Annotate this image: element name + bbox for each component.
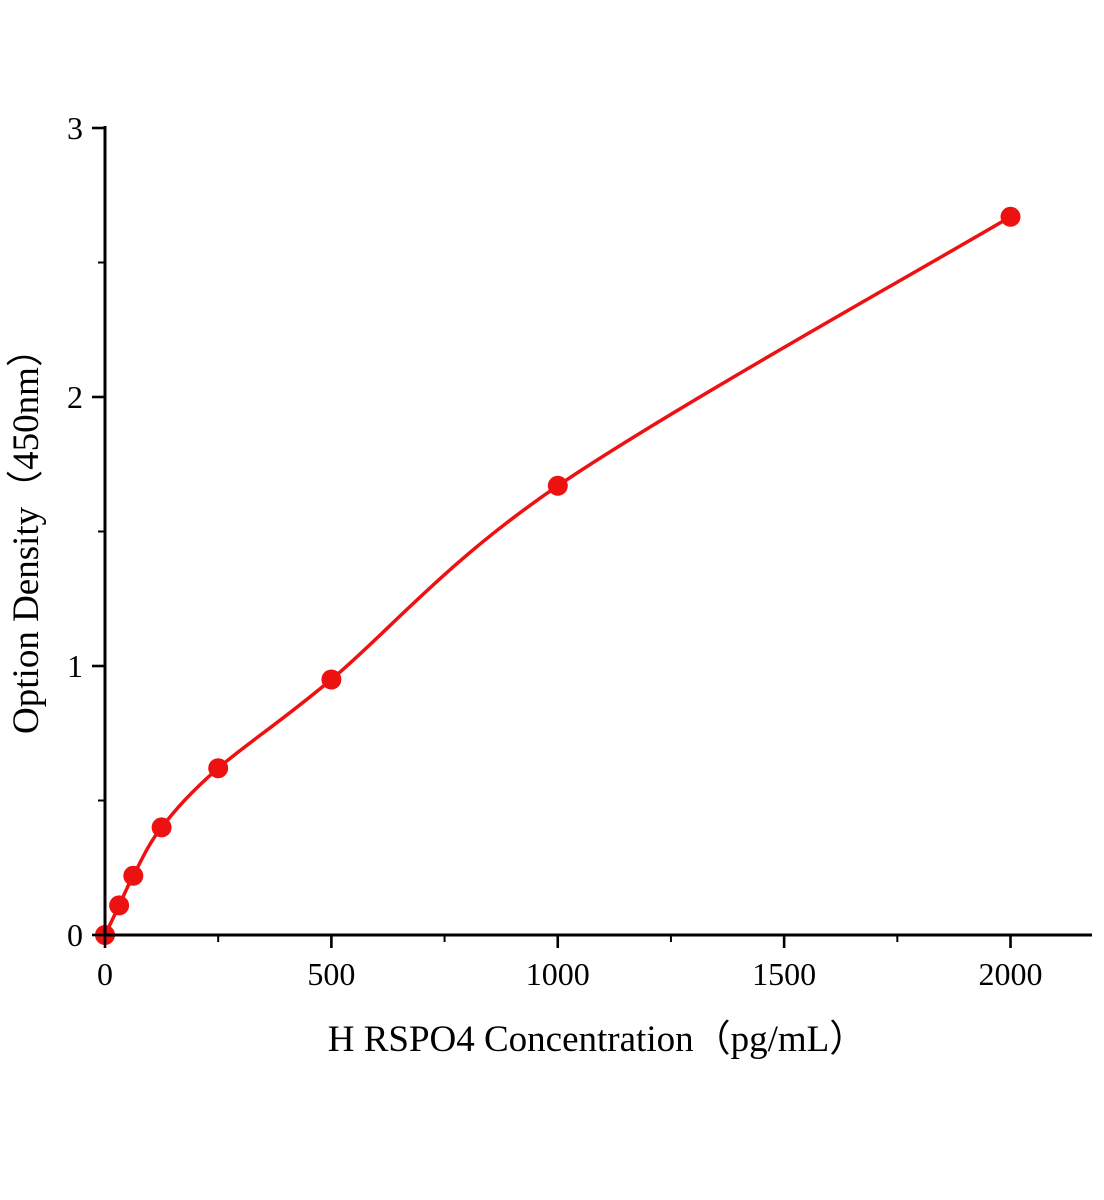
x-tick-label: 500 [307,956,355,992]
data-point [321,669,342,690]
data-point [123,865,144,886]
y-tick-label: 0 [67,917,83,953]
x-tick-label: 0 [97,956,113,992]
x-tick-label: 1500 [752,956,816,992]
data-point [109,895,130,916]
y-axis-title: Option Density（450nm） [6,330,47,734]
data-point [547,475,568,496]
data-point [1000,206,1021,227]
y-tick-label: 3 [67,110,83,146]
fit-curve [103,215,1013,937]
data-point [151,817,172,838]
y-tick-label: 2 [67,379,83,415]
y-tick-label: 1 [67,648,83,684]
x-tick-label: 1000 [526,956,590,992]
data-point [208,758,229,779]
x-axis-title: H RSPO4 Concentration（pg/mL） [328,1019,867,1060]
x-tick-label: 2000 [979,956,1043,992]
